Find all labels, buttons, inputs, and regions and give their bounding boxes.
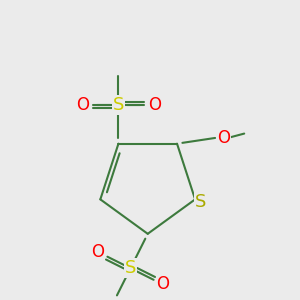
Text: O: O [148,96,161,114]
Text: O: O [148,96,161,114]
Text: S: S [125,259,136,277]
Text: O: O [217,129,230,147]
Text: O: O [92,243,105,261]
Text: O: O [76,96,89,114]
Text: O: O [76,96,89,114]
Text: O: O [156,275,170,293]
Text: S: S [113,96,124,114]
Text: S: S [195,193,206,211]
